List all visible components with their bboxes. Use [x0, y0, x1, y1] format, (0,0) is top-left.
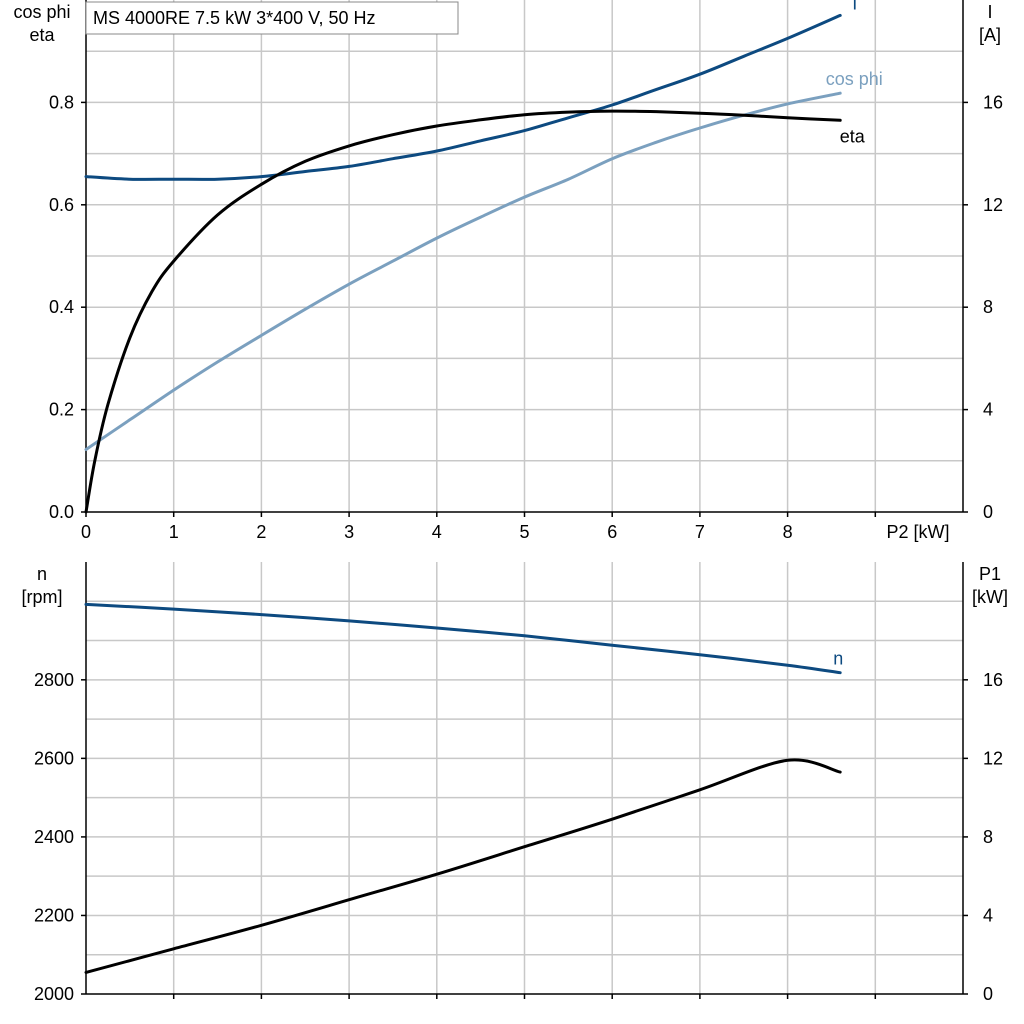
x-tick-label: 3	[344, 522, 354, 542]
series-label-cos-phi: cos phi	[826, 69, 883, 89]
right-tick-label: 16	[983, 92, 1003, 112]
series-line-i	[84, 13, 842, 181]
series-label-i: I	[852, 0, 857, 13]
left-tick-label: 0.8	[49, 92, 74, 112]
left-axis-unit: [rpm]	[21, 587, 62, 607]
right-tick-label: 0	[983, 502, 993, 522]
chart-title: MS 4000RE 7.5 kW 3*400 V, 50 Hz	[93, 8, 376, 28]
left-axis-label: n	[37, 564, 47, 584]
left-tick-label: 2800	[34, 670, 74, 690]
x-tick-label: 4	[432, 522, 442, 542]
left-axis-label: cos phi	[13, 2, 70, 22]
right-tick-label: 0	[983, 984, 993, 1004]
right-tick-label: 12	[983, 195, 1003, 215]
series-line-n	[84, 602, 842, 675]
left-tick-label: 2200	[34, 905, 74, 925]
x-tick-label: 1	[169, 522, 179, 542]
right-axis-unit: [A]	[979, 25, 1001, 45]
right-tick-label: 4	[983, 400, 993, 420]
x-tick-label: 5	[519, 522, 529, 542]
right-axis-label: I	[987, 2, 992, 22]
right-axis-label: P1	[979, 564, 1001, 584]
left-tick-label: 0.4	[49, 297, 74, 317]
x-axis-label: P2 [kW]	[886, 522, 949, 542]
right-tick-label: 16	[983, 670, 1003, 690]
x-tick-label: 8	[783, 522, 793, 542]
x-tick-label: 2	[256, 522, 266, 542]
x-tick-label: 6	[607, 522, 617, 542]
right-tick-label: 12	[983, 748, 1003, 768]
series-line-cos-phi	[84, 91, 842, 451]
series-line-p1	[84, 758, 842, 974]
right-tick-label: 4	[983, 905, 993, 925]
series-label-n: n	[833, 649, 843, 669]
series-label-eta: eta	[840, 126, 866, 146]
bottom-chart: 2000 2200 2400 2600 2800 0 4 8 12 16 n [rpm] P1 [kW] n	[21, 562, 1008, 1004]
left-tick-label: 2600	[34, 748, 74, 768]
left-tick-label: 0.0	[49, 502, 74, 522]
left-tick-label: 2000	[34, 984, 74, 1004]
left-tick-label: 0.2	[49, 400, 74, 420]
right-tick-label: 8	[983, 827, 993, 847]
right-tick-label: 8	[983, 297, 993, 317]
left-axis-unit: eta	[29, 25, 55, 45]
x-tick-label: 7	[695, 522, 705, 542]
right-axis-unit: [kW]	[972, 587, 1008, 607]
left-tick-label: 2400	[34, 827, 74, 847]
title-box-frame	[85, 1, 459, 35]
left-tick-label: 0.6	[49, 195, 74, 215]
series-line-eta	[84, 109, 842, 514]
x-tick-label: 0	[81, 522, 91, 542]
chart-title-box: MS 4000RE 7.5 kW 3*400 V, 50 Hz	[85, 1, 459, 35]
